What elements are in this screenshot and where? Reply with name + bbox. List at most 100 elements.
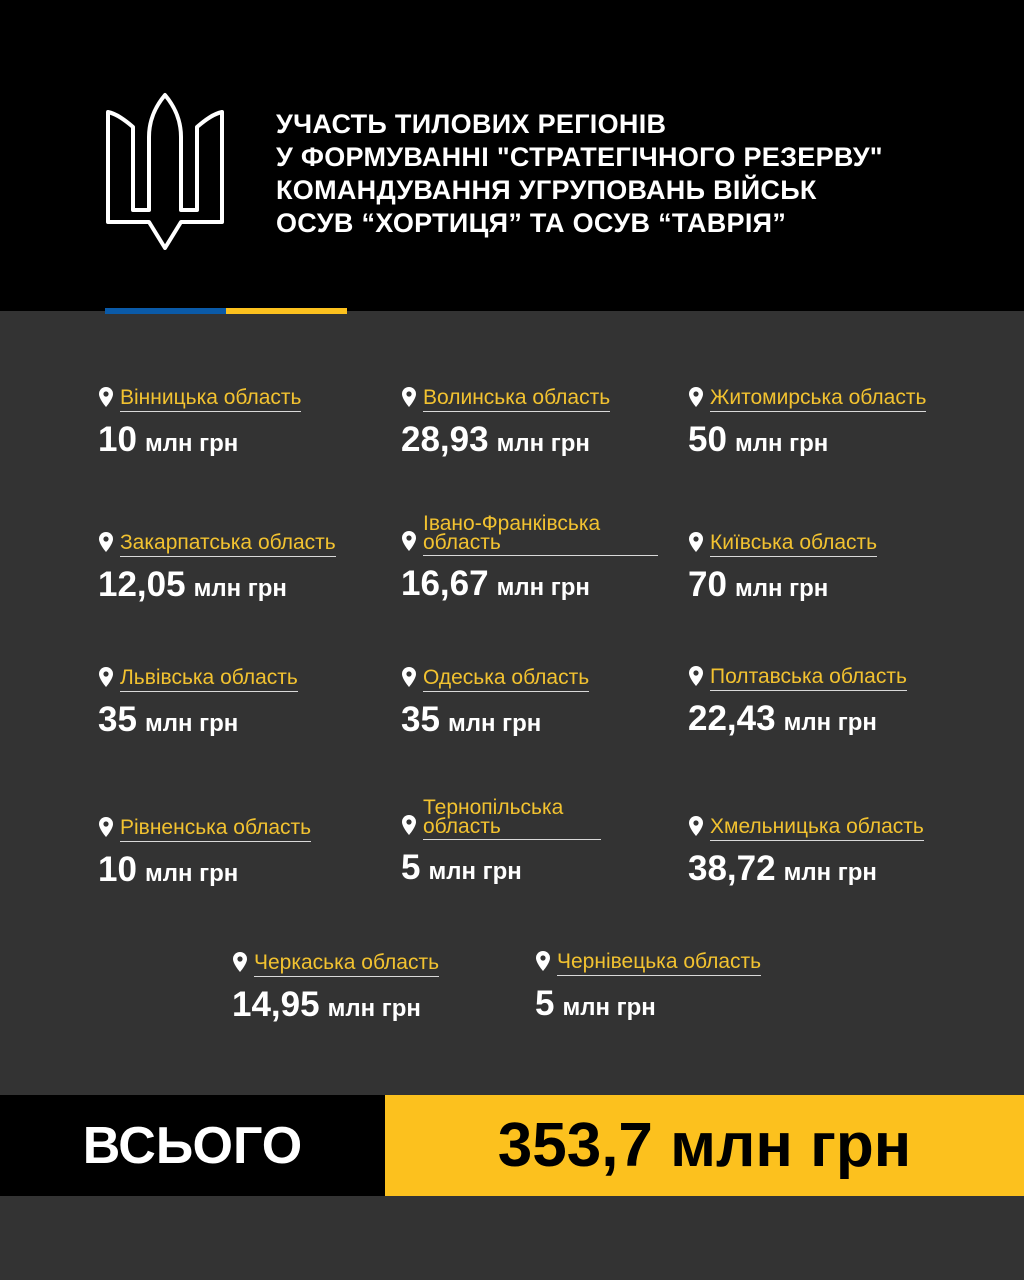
amount-unit: млн грн (734, 430, 829, 457)
location-pin-icon (689, 816, 703, 836)
amount-number: 70 (688, 565, 727, 604)
flag-stripe-yellow (226, 308, 347, 314)
location-pin-icon (99, 532, 113, 552)
location-pin-icon (99, 667, 113, 687)
region-item: Івано-Франківська область 16,67 млн грн (401, 513, 658, 604)
location-pin-icon (402, 387, 416, 407)
region-name: Київська область (710, 532, 878, 557)
region-item: Львівська область 35 млн грн (98, 666, 298, 740)
amount-number: 50 (688, 420, 727, 459)
location-pin-icon (99, 387, 113, 407)
amount-unit: млн грн (783, 709, 877, 736)
location-pin-icon (689, 387, 703, 407)
region-label: Чернівецька область (535, 950, 762, 976)
region-item: Полтавська область 22,43 млн грн (688, 665, 907, 739)
amount-number: 10 (98, 420, 137, 459)
region-amount: 12,05 млн грн (98, 565, 336, 605)
region-label: Полтавська область (688, 665, 907, 691)
amount-number: 35 (98, 700, 137, 739)
region-name: Тернопільська область (423, 797, 601, 840)
region-name: Одеська область (423, 667, 590, 692)
region-item: Тернопільська область 5 млн грн (401, 797, 601, 888)
region-name: Чернівецька область (557, 951, 762, 976)
amount-unit: млн грн (144, 430, 239, 457)
total-label: ВСЬОГО (0, 1095, 385, 1196)
region-amount: 5 млн грн (401, 848, 601, 888)
amount-number: 5 (535, 984, 555, 1023)
amount-number: 14,95 (232, 985, 320, 1024)
amount-number: 22,43 (688, 699, 776, 738)
amount-number: 12,05 (98, 565, 186, 604)
amount-unit: млн грн (193, 575, 287, 602)
location-pin-icon (99, 817, 113, 837)
region-name: Житомирська область (710, 387, 927, 412)
amount-unit: млн грн (447, 710, 542, 737)
region-label: Вінницька область (98, 386, 302, 412)
region-name: Рівненська область (120, 817, 312, 842)
region-amount: 5 млн грн (535, 984, 761, 1024)
amount-unit: млн грн (428, 858, 522, 885)
region-item: Київська область 70 млн грн (688, 531, 878, 605)
amount-unit: млн грн (144, 860, 239, 887)
total-value: 353,7 млн грн (385, 1095, 1024, 1196)
region-label: Закарпатська область (98, 531, 336, 557)
amount-number: 28,93 (401, 420, 489, 459)
region-label: Волинська область (401, 386, 611, 412)
location-pin-icon (689, 666, 703, 686)
region-item: Черкаська область 14,95 млн грн (232, 951, 440, 1025)
location-pin-icon (536, 951, 550, 971)
region-item: Хмельницька область 38,72 млн грн (688, 815, 924, 889)
region-label: Львівська область (98, 666, 298, 692)
page-title: УЧАСТЬ ТИЛОВИХ РЕГІОНІВ У ФОРМУВАННІ "СТ… (276, 108, 883, 240)
amount-number: 38,72 (688, 849, 776, 888)
region-name: Полтавська область (710, 666, 907, 691)
amount-unit: млн грн (144, 710, 239, 737)
amount-number: 5 (401, 848, 421, 887)
location-pin-icon (402, 531, 416, 551)
location-pin-icon (402, 815, 416, 835)
region-amount: 14,95 млн грн (232, 985, 439, 1025)
region-label: Одеська область (401, 666, 590, 692)
total-bar: ВСЬОГО 353,7 млн грн (0, 1095, 1024, 1196)
amount-unit: млн грн (734, 575, 829, 602)
location-pin-icon (402, 667, 416, 687)
flag-stripe-blue (105, 308, 226, 314)
region-amount: 10 млн грн (98, 420, 301, 460)
region-name: Волинська область (423, 387, 611, 412)
region-amount: 22,43 млн грн (688, 699, 907, 739)
region-amount: 28,93 млн грн (401, 420, 610, 460)
region-label: Черкаська область (232, 951, 440, 977)
region-amount: 70 млн грн (688, 565, 877, 605)
location-pin-icon (689, 532, 703, 552)
region-name: Львівська область (120, 667, 298, 692)
region-label: Рівненська область (98, 816, 312, 842)
header-band (0, 0, 1024, 311)
region-name: Вінницька область (120, 387, 302, 412)
region-label: Хмельницька область (688, 815, 924, 841)
region-name: Хмельницька область (710, 816, 924, 841)
region-label: Житомирська область (688, 386, 927, 412)
amount-number: 16,67 (401, 564, 489, 603)
region-amount: 35 млн грн (98, 700, 298, 740)
region-amount: 50 млн грн (688, 420, 926, 460)
region-item: Чернівецька область 5 млн грн (535, 950, 762, 1024)
region-item: Волинська область 28,93 млн грн (401, 386, 611, 460)
title-line: УЧАСТЬ ТИЛОВИХ РЕГІОНІВ (276, 109, 667, 139)
region-amount: 35 млн грн (401, 700, 589, 740)
trident-icon (106, 93, 224, 250)
region-amount: 38,72 млн грн (688, 849, 924, 889)
region-item: Одеська область 35 млн грн (401, 666, 590, 740)
amount-unit: млн грн (327, 995, 421, 1022)
region-label: Івано-Франківська область (401, 513, 658, 556)
region-amount: 16,67 млн грн (401, 564, 658, 604)
amount-unit: млн грн (496, 430, 590, 457)
region-amount: 10 млн грн (98, 850, 311, 890)
region-label: Київська область (688, 531, 878, 557)
amount-unit: млн грн (562, 994, 656, 1021)
region-name: Закарпатська область (120, 532, 336, 557)
title-line: У ФОРМУВАННІ "СТРАТЕГІЧНОГО РЕЗЕРВУ" (276, 142, 883, 172)
amount-unit: млн грн (496, 574, 590, 601)
region-name: Івано-Франківська область (423, 513, 658, 556)
title-line: КОМАНДУВАННЯ УГРУПОВАНЬ ВІЙСЬК (276, 175, 817, 205)
region-item: Рівненська область 10 млн грн (98, 816, 312, 890)
